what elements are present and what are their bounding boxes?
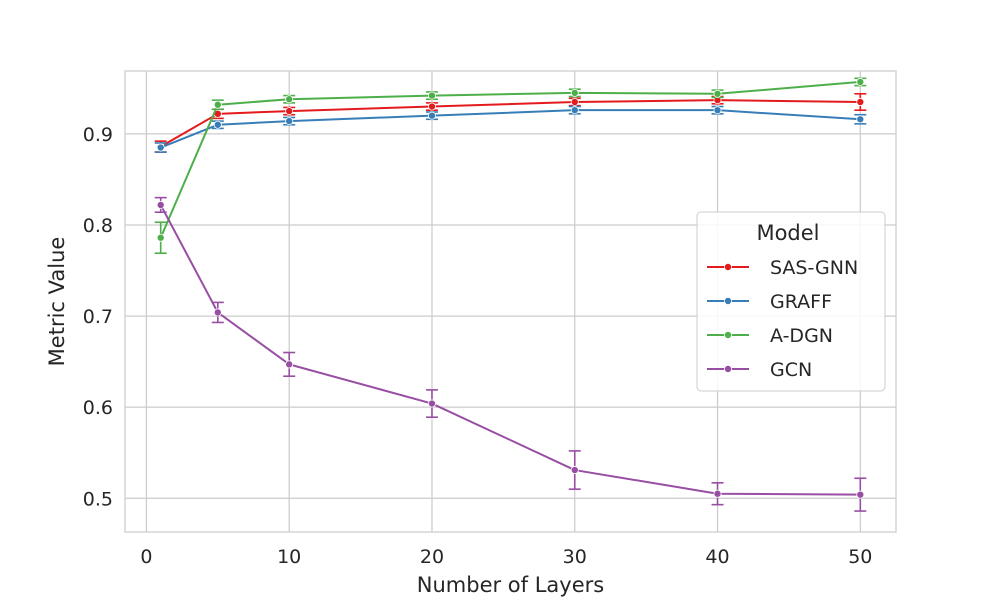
legend-label: GCN xyxy=(770,359,812,381)
legend: Model SAS-GNN GRAFF A-DGN GCN xyxy=(696,211,886,392)
a-dgn-point xyxy=(156,233,165,242)
sas-gnn-point xyxy=(285,107,294,116)
a-dgn-point xyxy=(856,77,865,86)
sas-gnn-point xyxy=(427,102,436,111)
y-tick-label: 0.8 xyxy=(83,215,113,237)
y-tick-label: 0.9 xyxy=(83,124,113,146)
a-dgn-point xyxy=(285,95,294,104)
plot-frame xyxy=(124,70,897,533)
legend-item-a-dgn: A-DGN xyxy=(707,325,833,347)
x-tick-label: 50 xyxy=(848,546,872,568)
x-tick-label: 0 xyxy=(140,546,152,568)
x-tick-label: 20 xyxy=(420,546,444,568)
a-dgn-point xyxy=(213,100,222,109)
series-a-dgn xyxy=(154,77,867,255)
gcn-point xyxy=(570,466,579,475)
y-tick-label: 0.6 xyxy=(83,397,113,419)
graff-point xyxy=(285,117,294,126)
sas-gnn-point xyxy=(570,97,579,106)
x-tick-label: 40 xyxy=(705,546,729,568)
series-graff xyxy=(154,105,867,153)
y-axis-label: Metric Value xyxy=(45,237,69,367)
graff-point xyxy=(213,120,222,129)
tick-labels: 0 10 20 30 40 50 0.5 0.6 0.7 0.8 0.9 xyxy=(83,124,873,568)
legend-marker xyxy=(724,296,733,305)
graff-point xyxy=(570,106,579,115)
y-tick-label: 0.5 xyxy=(83,488,113,510)
legend-item-gcn: GCN xyxy=(707,359,812,381)
x-axis-label: Number of Layers xyxy=(417,573,604,597)
legend-marker xyxy=(724,330,733,339)
x-tick-label: 30 xyxy=(563,546,587,568)
legend-item-sas-gnn: SAS-GNN xyxy=(707,257,858,279)
gcn-point xyxy=(856,490,865,499)
a-dgn-point xyxy=(570,88,579,97)
gcn-point xyxy=(156,200,165,209)
graff-point xyxy=(156,143,165,152)
series-gcn xyxy=(154,196,867,512)
gcn-point xyxy=(713,489,722,498)
legend-marker xyxy=(724,364,733,373)
gcn-point xyxy=(427,399,436,408)
legend-label: SAS-GNN xyxy=(770,257,858,279)
graff-point xyxy=(427,111,436,120)
a-dgn-point xyxy=(427,91,436,100)
legend-box xyxy=(696,211,886,392)
gcn-point xyxy=(213,308,222,317)
legend-label: A-DGN xyxy=(770,325,833,347)
a-dgn-point xyxy=(713,89,722,98)
x-tick-label: 10 xyxy=(277,546,301,568)
graff-point xyxy=(713,106,722,115)
legend-marker xyxy=(724,262,733,271)
sas-gnn-point xyxy=(856,97,865,106)
graff-point xyxy=(856,115,865,124)
gcn-point xyxy=(285,360,294,369)
legend-item-graff: GRAFF xyxy=(707,291,832,313)
legend-title: Model xyxy=(756,221,819,245)
legend-label: GRAFF xyxy=(770,291,832,313)
series-layer xyxy=(154,77,867,512)
y-tick-label: 0.7 xyxy=(83,306,113,328)
